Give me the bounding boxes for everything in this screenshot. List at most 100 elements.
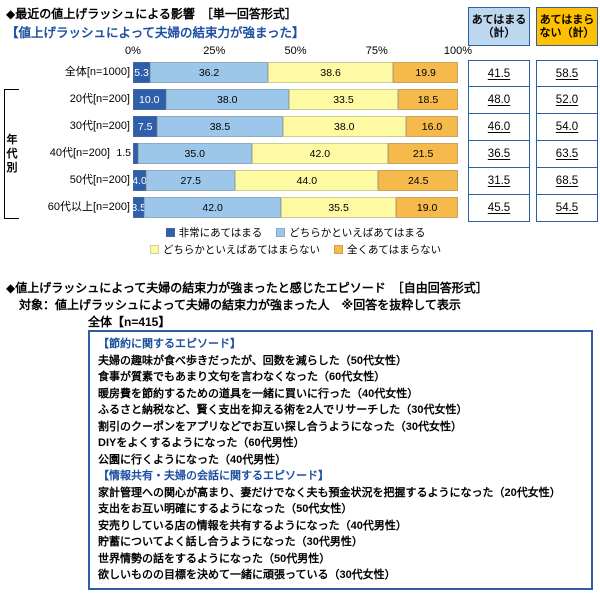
bar-row: 4.0 27.5 44.0 24.5 [132, 170, 458, 191]
bar-segment: 27.5 [146, 170, 236, 191]
category-label: 30代[n=200] [69, 120, 130, 132]
segment-value: 42.0 [309, 147, 331, 160]
segment-value-outside: 1.5 [116, 147, 131, 159]
segment-value: 24.5 [407, 174, 429, 187]
segment-value: 35.0 [184, 147, 205, 160]
x-axis-tick: 50% [284, 45, 307, 57]
episode-item: 夫婦の趣味が食べ歩きだったが、回数を減らした（50代女性） [98, 354, 408, 367]
segment-value: 42.0 [202, 201, 223, 214]
segment-value: 44.0 [296, 174, 318, 187]
bar-segment: 38.0 [165, 89, 289, 110]
episode-item: 食事が質素でもあまり文句を言わなくなった（60代女性） [98, 371, 386, 383]
legend-line: どちらかといえばあてはまらない 全くあてはまらない [133, 241, 458, 258]
bar-segment: 18.5 [397, 89, 458, 110]
category-label: 60代以上[n=200] [47, 201, 130, 213]
summary-value: 54.0 [536, 114, 598, 141]
episode-item: 家計管理への関心が高まり、妻だけでなく夫も預金状況を把握するようになった（20代… [98, 486, 561, 499]
summary-value: 45.5 [468, 195, 530, 222]
summary-value: 36.5 [468, 141, 530, 168]
episode-item: 割引のクーポンをアプリなどでお互い探し合うようになった（30代女性） [98, 420, 463, 433]
segment-value: 19.9 [415, 66, 436, 79]
segment-value: 10.0 [139, 93, 160, 106]
segment-value: 38.0 [334, 120, 355, 133]
segment-value: 38.0 [217, 93, 238, 106]
legend-item: どちらかといえばあてはまらない [149, 242, 320, 257]
bar-segment: 42.0 [144, 197, 281, 218]
summary-value: 68.5 [536, 168, 598, 195]
legend-item: 非常にあてはまる [165, 225, 262, 240]
segment-value: 16.0 [421, 120, 443, 133]
episode-item: 支出をお互い明確にするようになった（50代女性） [98, 503, 353, 515]
bar-segment: 38.5 [157, 116, 283, 137]
bar-segment: 24.5 [378, 170, 458, 191]
episode-item: 安売りしている店の情報を共有するようになった（40代男性） [98, 519, 407, 532]
summary-value: 58.5 [536, 60, 598, 87]
segment-value: 7.5 [137, 120, 153, 133]
segment-value: 5.3 [134, 66, 149, 79]
segment-value: 3.5 [131, 201, 146, 214]
episode-item: 公園に行くようになった（40代男性） [98, 453, 287, 466]
bar-segment: 7.5 [133, 116, 158, 137]
bar-segment: 38.6 [267, 62, 394, 83]
bar-segment: 21.5 [388, 143, 458, 164]
summary-value: 54.5 [536, 195, 598, 222]
episodes-target: 対象：値上げラッシュによって夫婦の結束力が強まった人 ※回答を抜粋して表示 [19, 298, 461, 312]
bar-segment: 19.9 [393, 62, 458, 83]
bar-segment: 42.0 [251, 143, 389, 164]
chart-subtitle: 【値上げラッシュによって夫婦の結束力が強まった】 [6, 26, 305, 40]
episode-item: 世界情勢の話をするようになった（50代男性） [98, 552, 331, 565]
segment-value: 19.0 [416, 201, 438, 214]
category-label: 20代[n=200] [69, 93, 130, 105]
legend-item: どちらかといえばあてはまる [276, 225, 425, 240]
episode-item: 貯蓄についてよく話し合うようになった（30代男性） [98, 536, 363, 548]
age-group-label: 年代別 [6, 134, 18, 174]
bar-segment: 33.5 [289, 89, 398, 110]
episode-section-header: 【情報共有・夫婦の会話に関するエピソード】 [98, 470, 329, 482]
category-label: 全体[n=1000] [64, 66, 130, 78]
bar-segment: 35.5 [280, 197, 397, 218]
legend-label: どちらかといえばあてはまる [289, 227, 426, 239]
summary-value: 63.5 [536, 141, 598, 168]
bar-segment: 19.0 [396, 197, 458, 218]
bar-segment: 35.0 [137, 143, 252, 164]
x-axis-tick: 25% [203, 45, 226, 57]
summary-value: 52.0 [536, 87, 598, 114]
chart-legend: 非常にあてはまる どちらかといえばあてはまるどちらかといえばあてはまらない 全くあて… [133, 224, 458, 258]
category-label: 50代[n=200] [69, 174, 130, 186]
episode-item: 暖房費を節約するための道具を一緒に買いに行った（40代女性） [98, 387, 419, 400]
summary-value: 48.0 [468, 87, 530, 114]
episode-item: DIYをよくするようになった（60代男性） [98, 437, 305, 449]
bar-row: 10.0 38.0 33.5 18.5 [133, 89, 458, 110]
bar-segment: 5.3 [133, 62, 151, 83]
bar-segment: 38.0 [282, 116, 406, 137]
episodes-title: ◆値上げラッシュによって夫婦の結束力が強まったと感じたエピソード ［自由回答形式… [6, 281, 488, 295]
episode-item: ふるさと納税など、賢く支出を抑える術を2人でリサーチした（30代女性） [98, 404, 468, 416]
bar-segment [133, 143, 138, 164]
legend-label: どちらかといえばあてはまらない [162, 244, 320, 256]
legend-swatch-icon [334, 245, 343, 254]
summary-header: あてはまらない（計） [536, 7, 598, 46]
x-axis-tick: 0% [125, 45, 141, 57]
bar-row: 7.5 38.5 38.0 16.0 [133, 116, 458, 137]
bar-segment: 3.5 [131, 197, 146, 218]
legend-swatch-icon [165, 228, 175, 237]
legend-swatch-icon [149, 245, 159, 254]
segment-value: 18.5 [417, 93, 439, 106]
episodes-box: 【節約に関するエピソード】夫婦の趣味が食べ歩きだったが、回数を減らした（50代女… [88, 330, 593, 590]
bar-segment: 36.2 [150, 62, 268, 83]
age-group-bracket: 年代別 [4, 89, 19, 219]
x-axis-tick: 75% [365, 45, 388, 57]
bar-segment: 10.0 [133, 89, 166, 110]
bar-segment: 4.0 [132, 170, 147, 191]
category-label: 40代[n=200] [49, 147, 110, 159]
segment-value: 21.5 [412, 147, 434, 160]
legend-item: 全くあてはまらない [334, 242, 441, 257]
segment-value: 33.5 [333, 93, 354, 106]
summary-value: 41.5 [468, 60, 530, 87]
bar-segment: 44.0 [235, 170, 379, 191]
segment-value: 36.2 [198, 66, 220, 79]
bar-row: 35.0 42.0 21.5 1.5 [116, 143, 458, 164]
episode-section-header: 【節約に関するエピソード】 [98, 338, 241, 350]
segment-value: 27.5 [180, 174, 201, 187]
